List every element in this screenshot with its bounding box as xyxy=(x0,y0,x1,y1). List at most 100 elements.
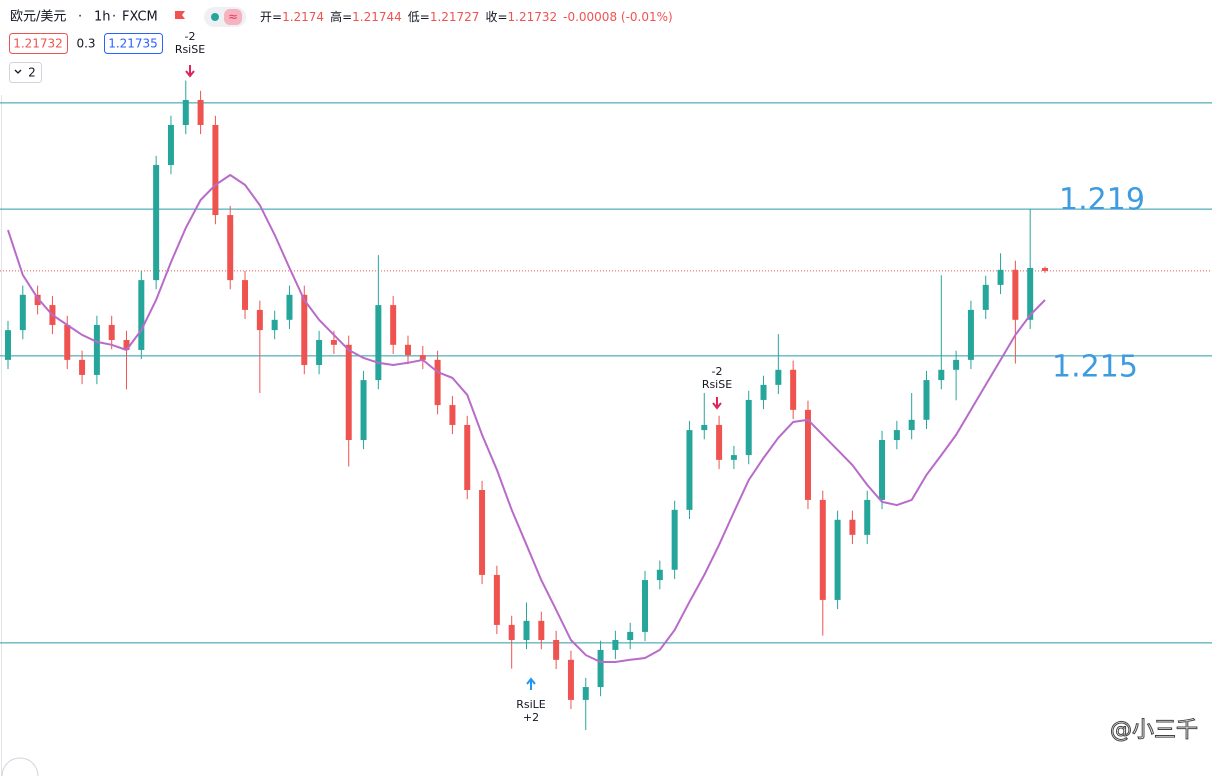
candle-body xyxy=(523,620,530,640)
candle-body xyxy=(804,409,811,500)
candle-body xyxy=(730,455,737,460)
buy-box[interactable] xyxy=(104,33,163,54)
signal-arrow xyxy=(526,677,536,690)
candle-body xyxy=(390,305,397,345)
ohlc-value: 1.21727 xyxy=(430,10,480,24)
ohlc-label: 高= xyxy=(330,9,352,24)
candle-body xyxy=(360,380,367,441)
signal-text: -2 xyxy=(185,30,196,43)
candle-body xyxy=(153,165,160,281)
candle-body xyxy=(775,369,782,385)
candle-body xyxy=(182,99,189,125)
candle-body xyxy=(923,380,930,420)
candle-body xyxy=(834,519,841,600)
ohlc: 开=1.2174 高=1.21744 低=1.21727 收=1.21732 -0.00… xyxy=(260,9,673,24)
candle-body xyxy=(879,440,886,500)
candle-body xyxy=(34,294,41,306)
candle-body xyxy=(953,359,960,370)
corner-button[interactable] xyxy=(1,757,39,776)
change: -0.00008 (-0.01%) xyxy=(563,10,673,24)
status-dot xyxy=(211,13,219,21)
candle-body xyxy=(627,631,634,640)
symbol: 欧元/美元 xyxy=(10,10,66,25)
moving-average xyxy=(7,173,1046,663)
candle-body xyxy=(138,280,145,350)
candle-body xyxy=(493,574,500,625)
candle-body xyxy=(19,294,26,331)
candle-body xyxy=(108,324,115,341)
candle-body xyxy=(64,324,71,360)
ohlc-label: 收= xyxy=(485,10,507,24)
candle-body xyxy=(908,419,915,431)
signal-arrow xyxy=(185,65,195,78)
candle-body xyxy=(197,99,204,125)
ohlc-label: 开= xyxy=(260,10,282,24)
ohlc-label: 低= xyxy=(408,10,430,24)
candle-body xyxy=(819,499,826,600)
candle-body xyxy=(375,305,382,381)
candle-body xyxy=(701,424,708,431)
price-label: 1.215 xyxy=(1052,350,1138,385)
candle-body xyxy=(1012,269,1019,320)
dot: · xyxy=(78,10,82,25)
candle-body xyxy=(671,509,678,570)
candle-body xyxy=(271,319,278,331)
header: 欧元/美元 · 1h · FXCM ≈ 开=1.2174 高=1.21744 低=1… xyxy=(10,7,673,27)
candle-body xyxy=(434,359,441,406)
candle-body xyxy=(745,399,752,456)
flag-icon[interactable] xyxy=(175,11,185,19)
signal-text: RsiSE xyxy=(702,378,732,391)
candle-body xyxy=(538,620,545,640)
dot: · xyxy=(112,10,116,25)
buy-price[interactable]: 1.21735 xyxy=(108,37,158,51)
candle-body xyxy=(760,384,767,400)
candle-body xyxy=(404,344,411,356)
candle-body xyxy=(316,340,323,366)
candle-body xyxy=(982,284,989,310)
status-wave: ≈ xyxy=(228,10,238,24)
status-icon xyxy=(224,9,242,25)
candle-body xyxy=(242,280,249,310)
candle-body xyxy=(582,687,589,700)
candle-body xyxy=(642,580,649,632)
indicator-count: 2 xyxy=(28,66,36,80)
candle-body xyxy=(997,269,1004,285)
candle-body xyxy=(849,519,856,535)
ohlc-value: 1.21732 xyxy=(508,10,558,24)
candle-body xyxy=(256,309,263,331)
candle-body xyxy=(716,424,723,460)
candle-body xyxy=(967,309,974,360)
candle-body xyxy=(93,324,100,375)
candle-body xyxy=(597,649,604,688)
candle-body xyxy=(1027,267,1034,320)
candle-body xyxy=(567,659,574,700)
candle-body xyxy=(5,330,11,360)
signal-text: +2 xyxy=(523,711,539,724)
price-label: 1.219 xyxy=(1059,183,1145,218)
interval: 1h xyxy=(94,10,111,25)
candle-body xyxy=(301,294,308,366)
indicator-toggle[interactable] xyxy=(9,62,42,83)
trade-panel: 1.21732 0.3 1.21735 2 xyxy=(9,33,163,83)
signal-text: RsiLE xyxy=(516,698,546,711)
signal-arrow xyxy=(712,397,722,410)
candle-body xyxy=(212,124,219,216)
watermark: @小三千 xyxy=(1110,718,1198,743)
candle-body xyxy=(227,215,234,281)
candle-body xyxy=(286,294,293,320)
candle-body xyxy=(464,424,471,491)
candle-body xyxy=(123,340,130,350)
ohlc-value: 1.21744 xyxy=(352,10,402,24)
candle-body xyxy=(656,569,663,581)
candle-body xyxy=(938,369,945,381)
sell-box[interactable] xyxy=(9,33,68,54)
source: FXCM xyxy=(122,10,158,25)
sell-price[interactable]: 1.21732 xyxy=(13,37,63,51)
candle-body xyxy=(449,405,456,425)
candle-body xyxy=(79,359,86,375)
candle-body xyxy=(167,124,174,166)
chevron xyxy=(14,69,22,74)
